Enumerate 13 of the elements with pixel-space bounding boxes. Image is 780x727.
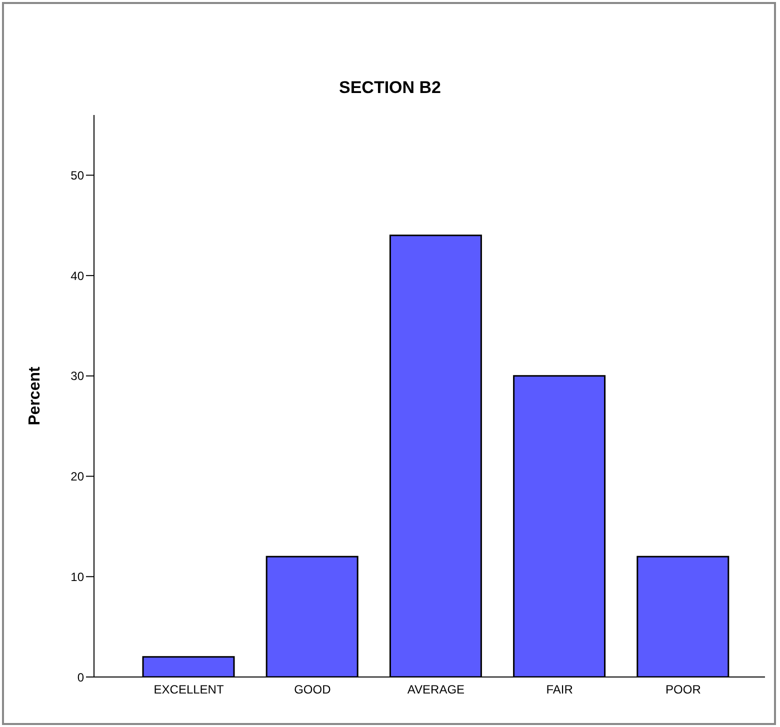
y-tick-label: 30 xyxy=(70,369,84,384)
chart-title: SECTION B2 xyxy=(338,78,442,98)
y-tick-label: 50 xyxy=(70,168,84,182)
x-tick-label: EXCELLENT xyxy=(154,682,224,697)
y-tick-label: 20 xyxy=(70,470,84,484)
y-tick-label: 40 xyxy=(70,268,84,283)
y-tick-label: 10 xyxy=(70,570,84,584)
x-tick-label: FAIR xyxy=(546,682,574,697)
y-axis-title: Percent xyxy=(26,366,44,426)
x-tick-label: AVERAGE xyxy=(407,682,465,697)
y-tick-label: 0 xyxy=(77,670,84,684)
x-tick-label: GOOD xyxy=(294,682,332,697)
x-tick-label: POOR xyxy=(666,682,702,697)
